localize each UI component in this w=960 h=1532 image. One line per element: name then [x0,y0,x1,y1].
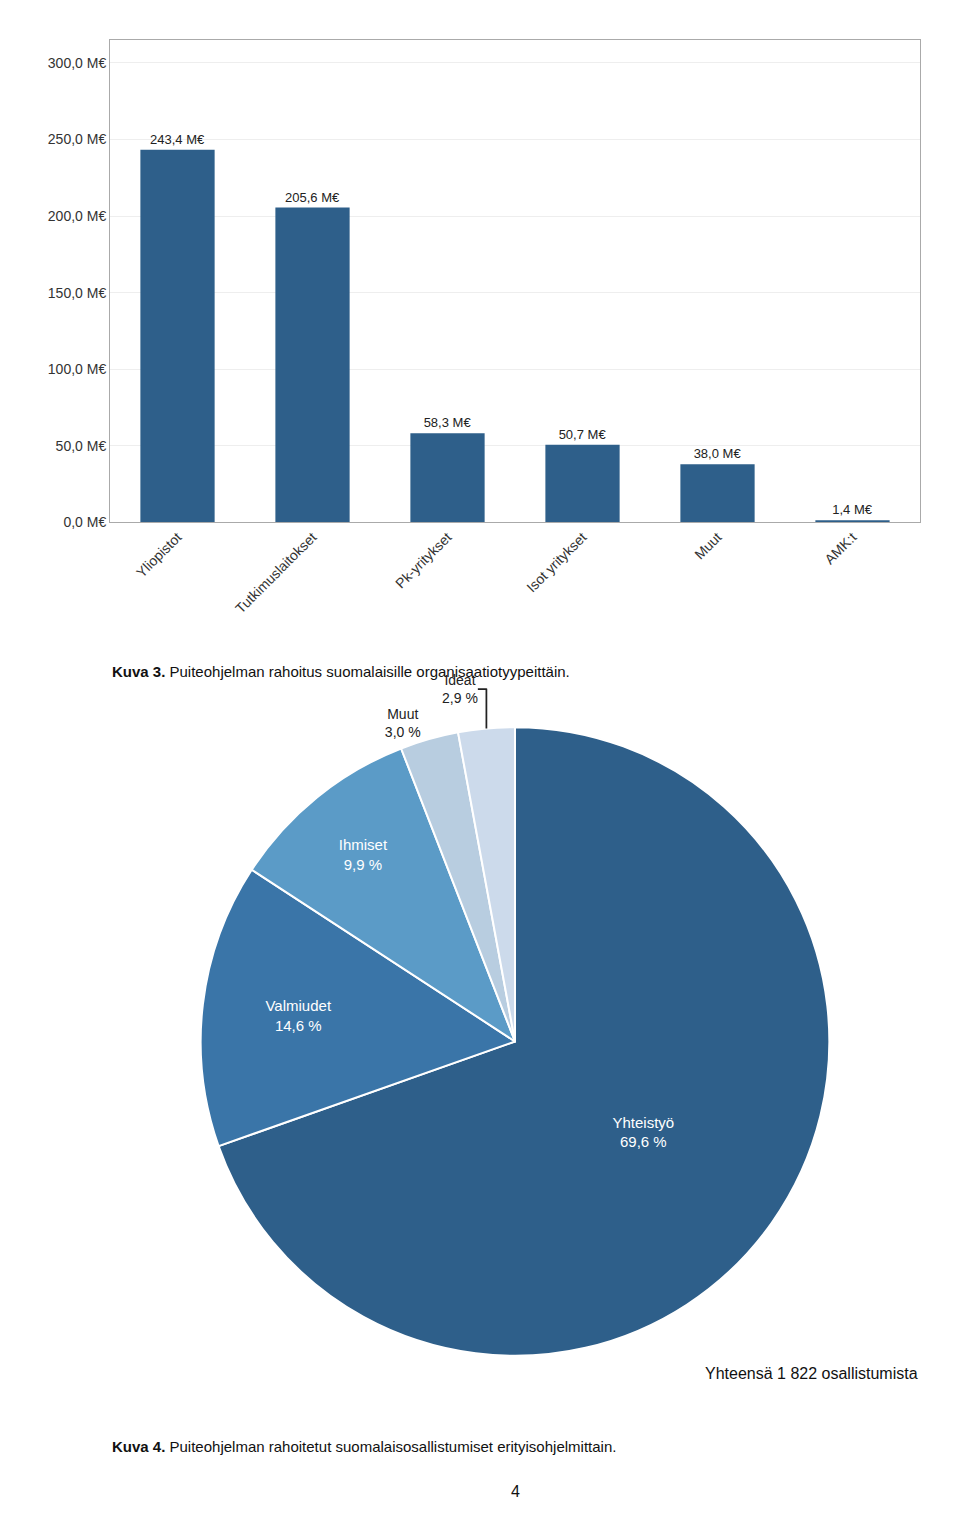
svg-text:Yliopistot: Yliopistot [133,529,185,581]
svg-text:100,0 M€: 100,0 M€ [48,361,107,377]
svg-text:50,7 M€: 50,7 M€ [559,427,607,442]
svg-text:Pk-yritykset: Pk-yritykset [392,529,455,592]
svg-text:Ideat2,9 %: Ideat2,9 % [442,672,478,706]
svg-text:38,0 M€: 38,0 M€ [694,446,742,461]
svg-text:Kuva 4. Puiteohjelman rahoitet: Kuva 4. Puiteohjelman rahoitetut suomala… [112,1438,616,1455]
svg-text:Tutkimuslaitokset: Tutkimuslaitokset [232,529,319,616]
svg-text:150,0 M€: 150,0 M€ [48,285,107,301]
svg-text:Muut: Muut [691,529,724,562]
svg-text:Yhteensä 1 822 osallistumista: Yhteensä 1 822 osallistumista [705,1365,918,1382]
svg-text:58,3 M€: 58,3 M€ [424,415,472,430]
svg-text:50,0 M€: 50,0 M€ [56,438,107,454]
svg-text:Kuva 3. Puiteohjelman rahoitus: Kuva 3. Puiteohjelman rahoitus suomalais… [112,663,570,680]
svg-text:0,0 M€: 0,0 M€ [63,514,106,530]
svg-text:300,0 M€: 300,0 M€ [48,55,107,71]
svg-text:Muut3,0 %: Muut3,0 % [385,706,421,740]
svg-text:1,4 M€: 1,4 M€ [832,502,873,517]
svg-text:Yhteistyö69,6 %: Yhteistyö69,6 % [612,1114,674,1151]
svg-text:Ihmiset9,9 %: Ihmiset9,9 % [339,836,388,873]
svg-text:AMK:t: AMK:t [821,529,859,567]
svg-text:4: 4 [511,1483,520,1500]
svg-text:200,0 M€: 200,0 M€ [48,208,107,224]
svg-text:205,6 M€: 205,6 M€ [285,190,340,205]
svg-text:243,4 M€: 243,4 M€ [150,132,205,147]
svg-text:Isot yritykset: Isot yritykset [523,529,589,595]
svg-text:250,0 M€: 250,0 M€ [48,131,107,147]
svg-text:Valmiudet14,6 %: Valmiudet14,6 % [265,997,331,1034]
